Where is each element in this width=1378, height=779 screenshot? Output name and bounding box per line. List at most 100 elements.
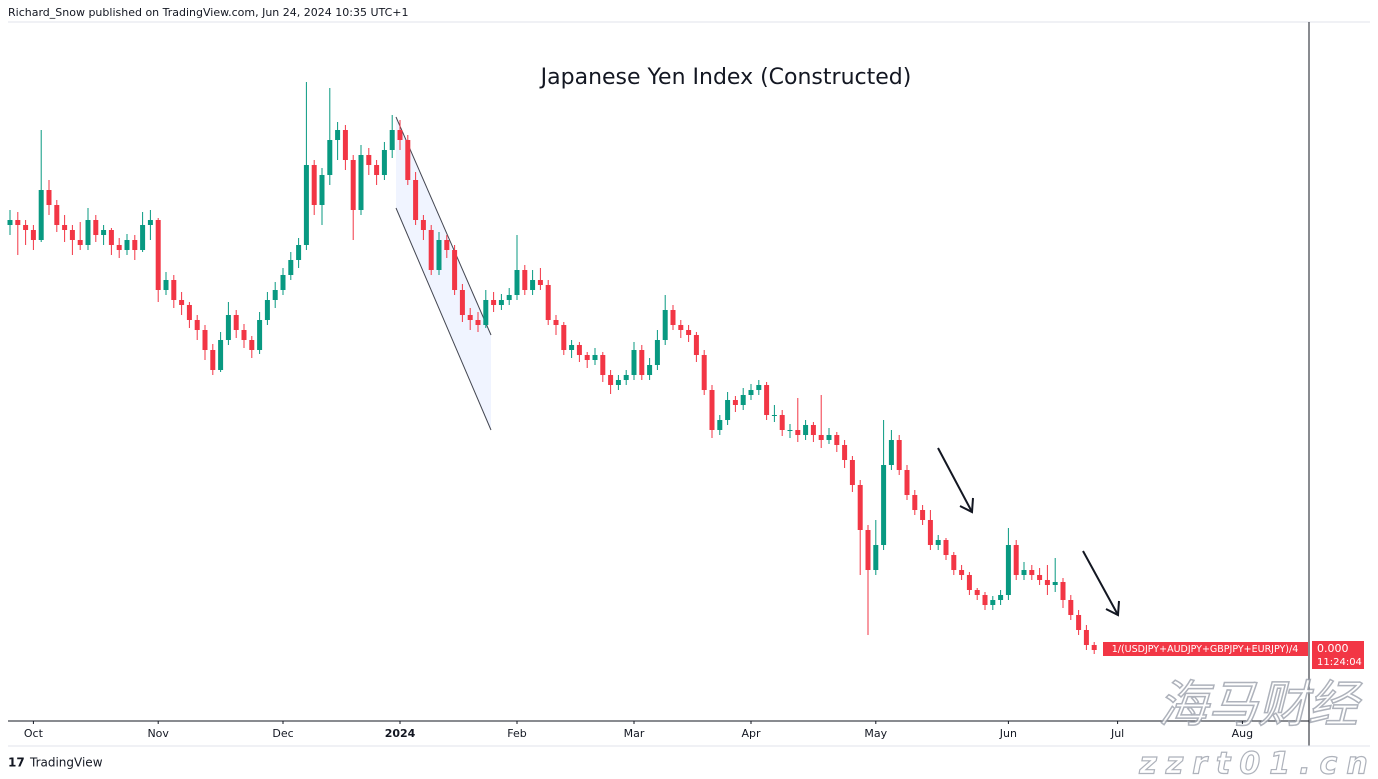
channel-line — [395, 207, 492, 431]
candle-body — [62, 225, 68, 230]
candle-body — [966, 575, 972, 590]
candle-body — [826, 435, 832, 440]
candle-body — [30, 230, 36, 240]
candle-body — [233, 315, 239, 330]
candle-body — [756, 385, 762, 390]
candle-body — [7, 220, 13, 225]
candle-body — [943, 540, 949, 555]
candles — [7, 82, 1097, 654]
candle-body — [1076, 615, 1082, 630]
candle-body — [639, 350, 645, 375]
candle-body — [693, 335, 699, 355]
brand: TradingView — [29, 756, 103, 770]
candle-body — [1083, 630, 1089, 645]
candle-body — [101, 230, 107, 235]
candle-body — [23, 225, 29, 230]
candle-body — [959, 570, 965, 575]
watermark: 海马财经 — [1158, 676, 1363, 734]
candle-body — [124, 240, 130, 250]
candle-body — [319, 175, 325, 205]
candle-body — [600, 355, 606, 375]
candle-body — [93, 220, 99, 235]
candle-body — [623, 375, 629, 380]
candle-body — [296, 245, 302, 260]
candle-body — [553, 320, 559, 325]
candle-body — [381, 150, 387, 175]
candle-body — [444, 240, 450, 250]
candle-body — [717, 420, 723, 430]
candle-body — [218, 340, 224, 370]
candle-body — [561, 325, 567, 350]
price-label: 0.000 — [1317, 642, 1349, 655]
arrow — [937, 447, 974, 514]
candle-body — [818, 435, 824, 440]
candle-body — [179, 300, 185, 305]
candle-body — [514, 270, 520, 295]
x-tick-label: Jul — [1110, 727, 1124, 740]
candle-body — [584, 355, 590, 360]
candle-body — [428, 230, 434, 270]
candle-body — [709, 390, 715, 430]
x-tick-label: May — [864, 727, 887, 740]
brand-logo: 𝟭𝟳 — [8, 756, 25, 770]
candle-body — [132, 240, 138, 250]
candle-body — [881, 465, 887, 545]
candle-body — [795, 430, 801, 435]
candle-body — [631, 350, 637, 375]
candle-body — [732, 400, 738, 405]
candle-body — [764, 385, 770, 415]
candle-body — [647, 365, 653, 375]
candle-body — [935, 540, 941, 545]
candle-body — [725, 400, 731, 420]
candle-body — [1013, 545, 1019, 575]
x-tick-label: Aug — [1232, 727, 1253, 740]
publish-header: Richard_Snow published on TradingView.co… — [8, 6, 408, 19]
series-label: 1/(USDJPY+AUDJPY+GBPJPY+EURJPY)/4 — [1112, 644, 1299, 655]
candle-body — [194, 320, 200, 330]
x-tick-label: Dec — [272, 727, 293, 740]
candle-body — [506, 295, 512, 300]
candle-body — [888, 440, 894, 465]
svg-text:𝟭𝟳: 𝟭𝟳 — [8, 756, 25, 770]
candle-body — [327, 140, 333, 175]
candle-body — [389, 130, 395, 150]
candle-body — [69, 230, 75, 240]
x-tick-label: Feb — [507, 727, 526, 740]
candle-body — [615, 380, 621, 385]
candle-body — [522, 270, 528, 290]
candle-body — [1060, 582, 1066, 600]
candle-body — [413, 180, 419, 220]
candle-body — [779, 415, 785, 430]
x-tick-label: Nov — [147, 727, 169, 740]
candle-body — [459, 290, 465, 315]
candle-body — [569, 345, 575, 350]
candle-body — [1044, 580, 1050, 585]
candle-body — [787, 430, 793, 431]
candle-body — [748, 390, 754, 395]
candle-body — [452, 250, 458, 290]
candle-body — [1091, 645, 1097, 650]
candle-body — [366, 155, 372, 165]
candle-body — [420, 220, 426, 230]
candle-body — [116, 245, 122, 250]
x-tick-label: Apr — [741, 727, 761, 740]
candle-body — [686, 330, 692, 335]
countdown: 11:24:04 — [1317, 657, 1362, 668]
candle-body — [397, 130, 403, 140]
candle-body — [483, 300, 489, 325]
watermark-url: zzrt01.cn — [1138, 747, 1376, 779]
candle-body — [857, 485, 863, 530]
candle-body — [990, 600, 996, 605]
candle-body — [147, 220, 153, 225]
channel-line — [395, 116, 492, 336]
candle-body — [358, 155, 364, 210]
candle-body — [701, 355, 707, 390]
candle-body — [335, 130, 341, 140]
candle-body — [163, 280, 169, 290]
candle-body — [1005, 545, 1011, 595]
candle-body — [1052, 582, 1058, 585]
candle-body — [374, 165, 380, 175]
candle-body — [108, 230, 114, 245]
candle-body — [678, 325, 684, 330]
x-tick-label: Jun — [999, 727, 1017, 740]
